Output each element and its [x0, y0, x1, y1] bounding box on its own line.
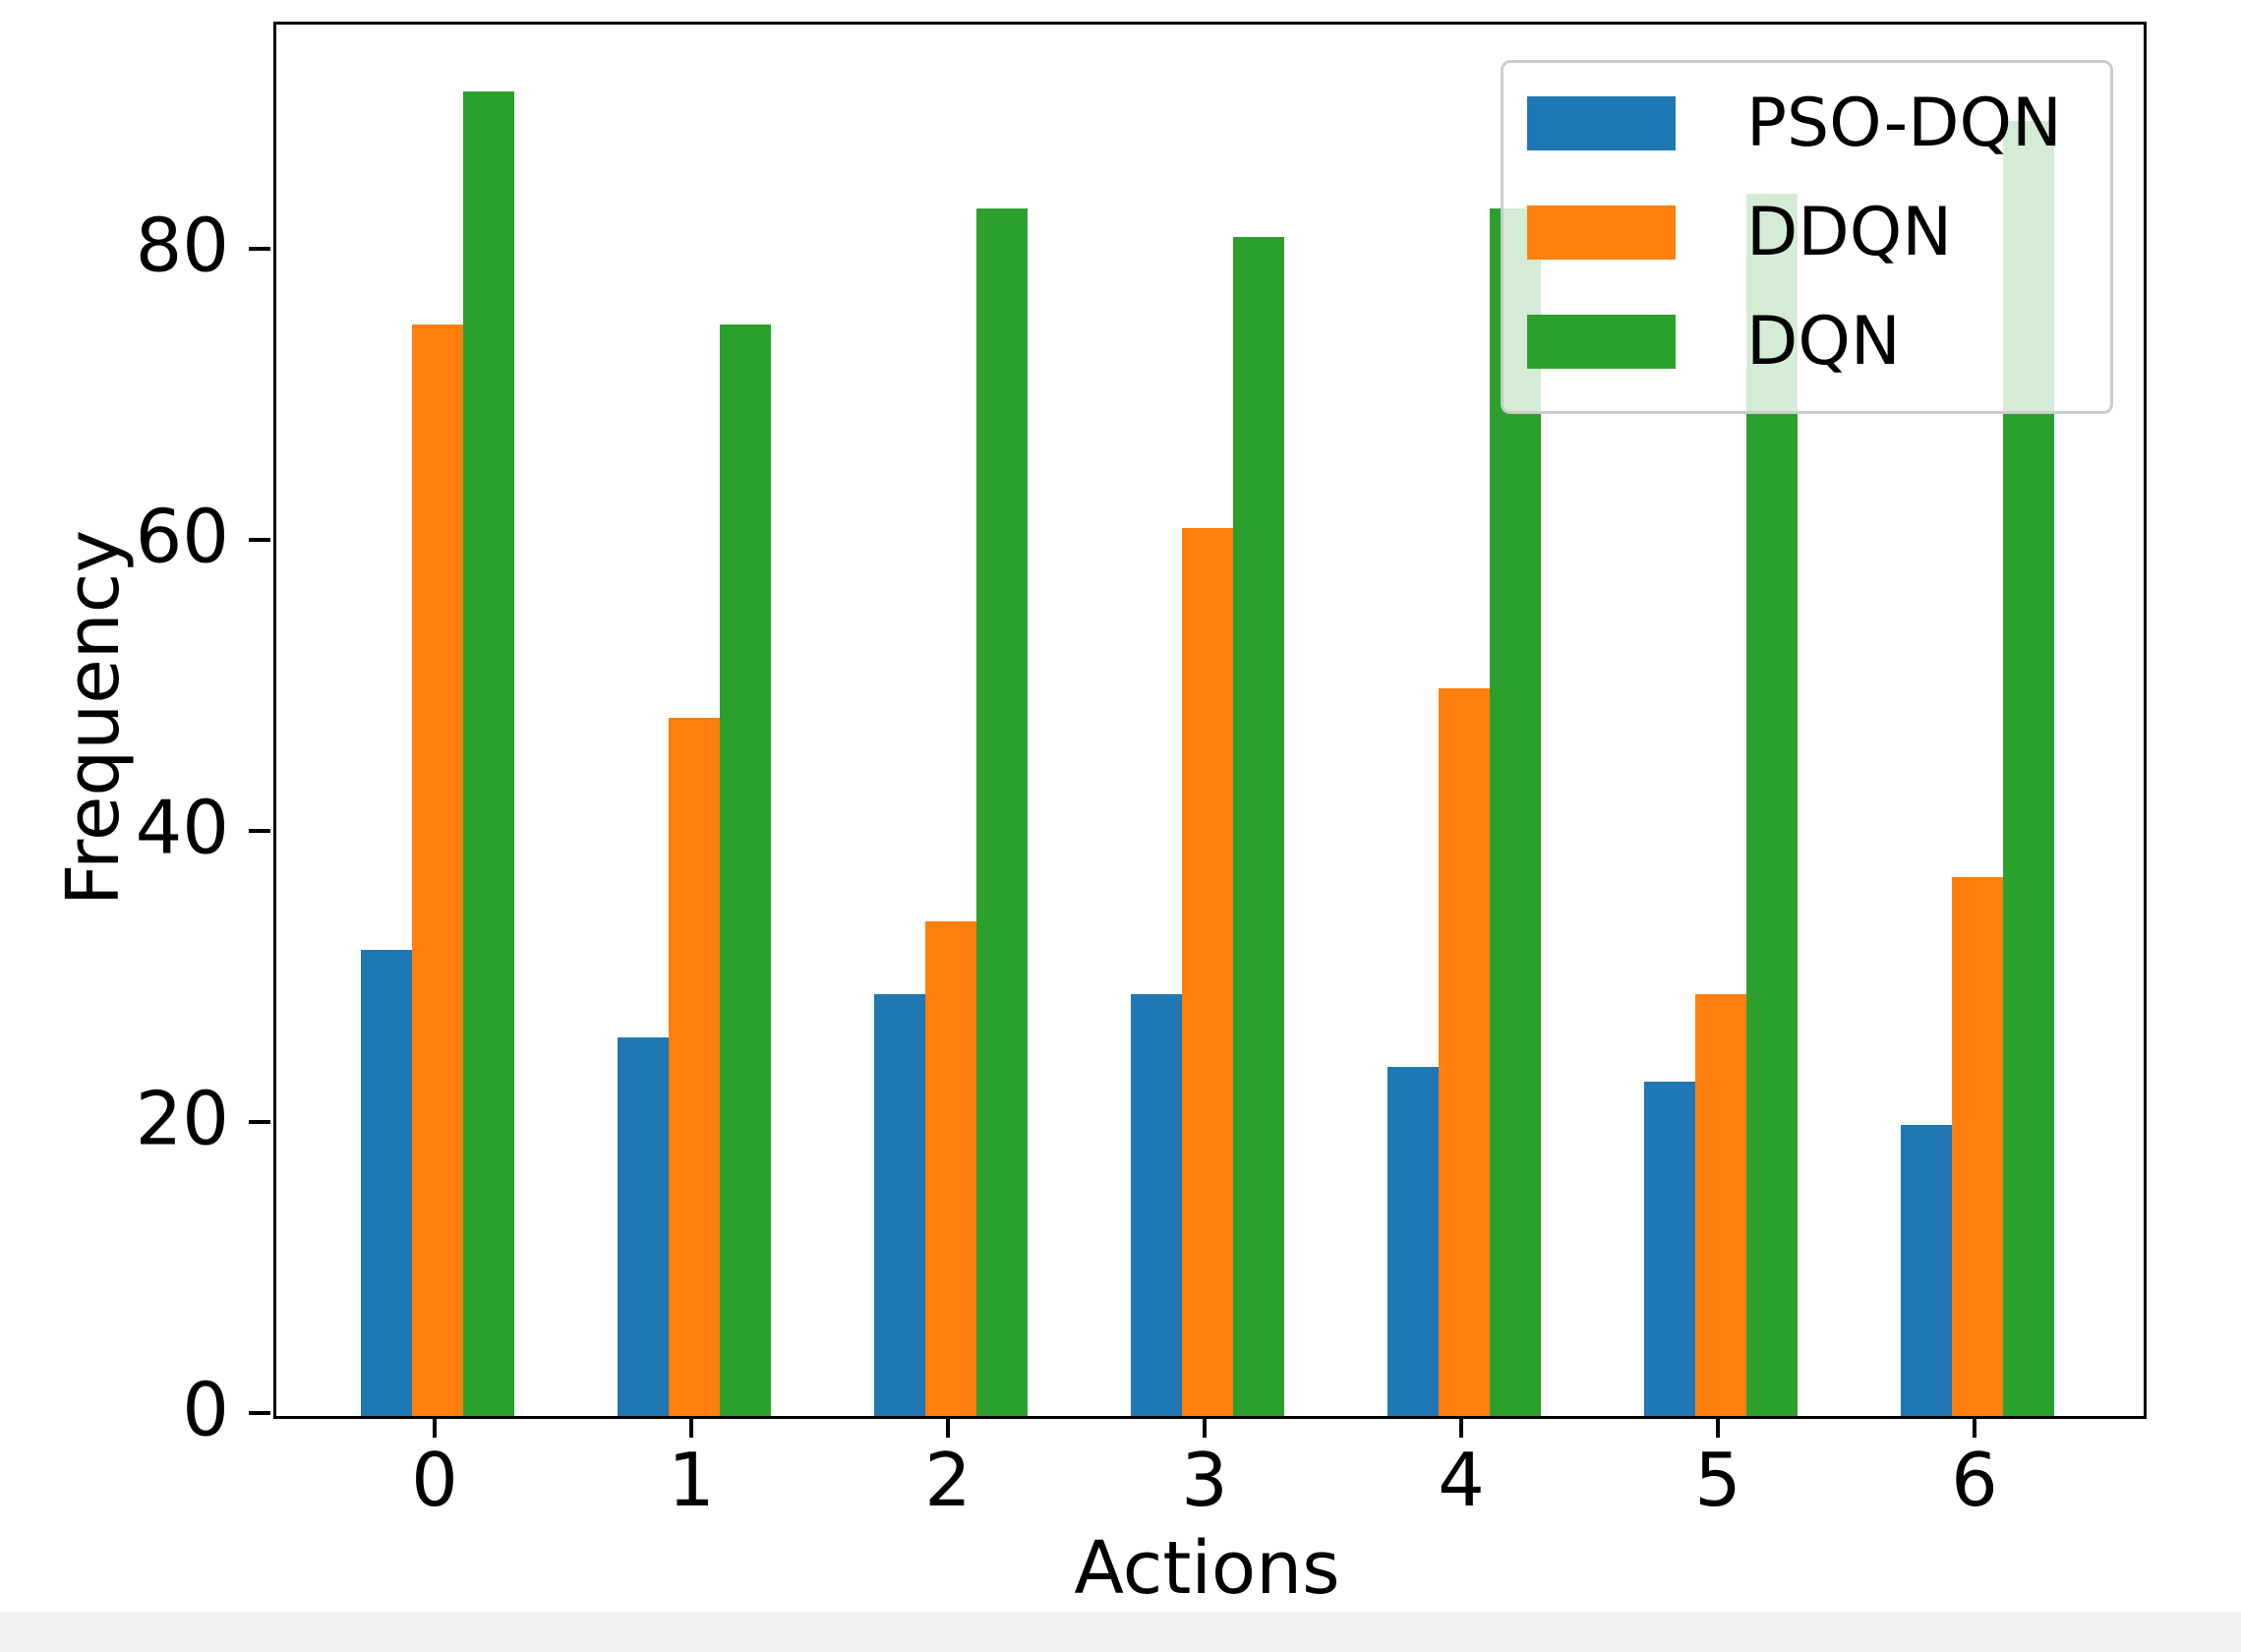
- bar-ddqn-action-3: [1181, 528, 1234, 1416]
- x-tick-label-1: 1: [668, 1437, 715, 1523]
- bar-pso-dqn-action-0: [360, 950, 412, 1416]
- legend-swatch-ddqn: [1527, 206, 1676, 260]
- y-tick-label-0: 0: [182, 1366, 229, 1453]
- bar-ddqn-action-0: [411, 324, 464, 1416]
- legend-swatch-pso-dqn: [1527, 96, 1676, 150]
- legend: PSO-DQN DDQN DQN: [1501, 60, 2113, 414]
- y-tick-mark-0: [249, 1411, 270, 1415]
- legend-entry-dqn: DQN: [1527, 308, 1901, 375]
- bar-dqn-action-3: [1233, 237, 1285, 1416]
- legend-entry-ddqn: DDQN: [1527, 199, 1952, 266]
- bar-pso-dqn-action-2: [873, 993, 925, 1416]
- y-tick-mark-80: [249, 246, 270, 251]
- y-tick-label-20: 20: [135, 1075, 229, 1162]
- x-tick-label-6: 6: [1951, 1437, 1998, 1523]
- bar-ddqn-action-1: [668, 717, 721, 1416]
- x-tick-mark-4: [1459, 1416, 1463, 1438]
- bar-pso-dqn-action-6: [1900, 1124, 1952, 1416]
- y-tick-mark-20: [249, 1119, 270, 1124]
- y-axis-title: Frequency: [51, 529, 136, 907]
- plot-area: PSO-DQN DDQN DQN: [273, 22, 2147, 1419]
- bar-ddqn-action-4: [1438, 687, 1491, 1416]
- bar-pso-dqn-action-1: [617, 1037, 669, 1416]
- bottom-gutter-strip: [0, 1612, 2241, 1652]
- bar-dqn-action-1: [720, 324, 772, 1416]
- x-tick-label-4: 4: [1438, 1437, 1485, 1523]
- x-tick-mark-6: [1973, 1416, 1976, 1438]
- bar-dqn-action-0: [463, 91, 515, 1416]
- bar-pso-dqn-action-4: [1386, 1066, 1439, 1416]
- x-axis-title: Actions: [1074, 1526, 1340, 1611]
- y-tick-label-40: 40: [135, 784, 229, 871]
- legend-label-dqn: DQN: [1746, 302, 1901, 381]
- x-tick-mark-5: [1716, 1416, 1720, 1438]
- x-tick-label-0: 0: [411, 1437, 458, 1523]
- x-tick-mark-2: [946, 1416, 950, 1438]
- x-tick-mark-3: [1203, 1416, 1207, 1438]
- bar-ddqn-action-5: [1694, 993, 1747, 1416]
- x-tick-label-2: 2: [924, 1437, 972, 1523]
- legend-label-pso-dqn: PSO-DQN: [1746, 84, 2062, 162]
- bar-ddqn-action-6: [1951, 877, 2004, 1416]
- bar-pso-dqn-action-5: [1643, 1081, 1695, 1416]
- bar-pso-dqn-action-3: [1130, 993, 1182, 1416]
- x-tick-label-3: 3: [1181, 1437, 1228, 1523]
- bar-dqn-action-2: [976, 207, 1029, 1416]
- y-tick-label-80: 80: [135, 202, 229, 289]
- x-tick-mark-1: [689, 1416, 693, 1438]
- legend-entry-pso-dqn: PSO-DQN: [1527, 89, 2062, 156]
- bar-ddqn-action-2: [924, 920, 977, 1416]
- y-tick-mark-60: [249, 537, 270, 542]
- x-tick-mark-0: [433, 1416, 437, 1438]
- y-tick-label-60: 60: [135, 493, 229, 580]
- y-tick-mark-40: [249, 828, 270, 833]
- legend-label-ddqn: DDQN: [1746, 193, 1953, 271]
- x-tick-label-5: 5: [1694, 1437, 1741, 1523]
- legend-swatch-dqn: [1527, 315, 1676, 369]
